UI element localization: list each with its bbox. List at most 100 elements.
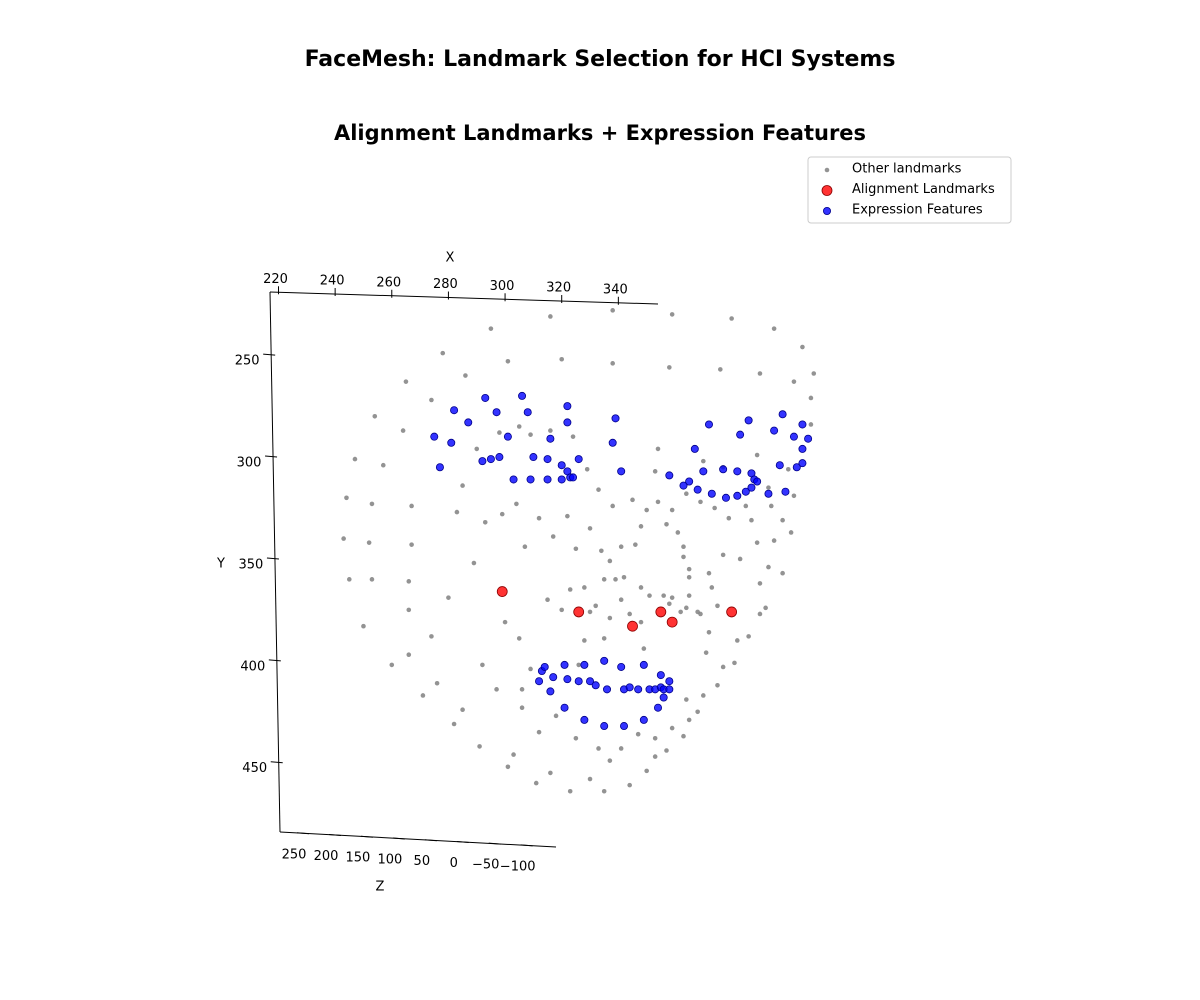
data-point — [729, 316, 734, 321]
data-point — [620, 722, 629, 731]
data-point — [406, 579, 412, 584]
data-point — [389, 662, 395, 668]
data-point — [686, 566, 692, 572]
z-tick — [488, 842, 501, 845]
data-point — [681, 544, 686, 550]
data-point — [627, 782, 632, 788]
data-point — [361, 623, 366, 629]
data-point — [494, 687, 499, 692]
data-point — [478, 457, 487, 466]
data-point — [743, 503, 749, 509]
data-point — [474, 446, 480, 452]
data-point — [434, 680, 440, 686]
data-point — [754, 452, 760, 458]
data-point — [726, 606, 738, 618]
data-point — [808, 422, 814, 427]
data-point — [511, 752, 516, 757]
legend-label: Other landmarks — [852, 162, 962, 177]
data-point — [550, 534, 556, 539]
data-point — [518, 391, 527, 400]
data-point — [781, 487, 790, 496]
data-point — [560, 660, 569, 669]
data-point — [684, 697, 689, 702]
data-point — [546, 434, 555, 443]
data-point — [733, 467, 742, 476]
data-point — [617, 662, 626, 671]
data-point — [505, 358, 511, 364]
data-point — [621, 574, 627, 580]
data-point — [798, 459, 807, 468]
z-tick-label: 150 — [346, 851, 371, 866]
data-point — [497, 430, 502, 435]
data-point — [665, 685, 674, 694]
data-point — [778, 410, 787, 419]
data-point — [681, 733, 686, 739]
data-point — [718, 367, 723, 372]
data-point — [785, 466, 791, 472]
data-point — [667, 601, 672, 607]
data-point — [655, 499, 661, 505]
data-point — [627, 620, 638, 632]
data-point — [644, 507, 649, 513]
y-tick-label: 400 — [240, 659, 265, 674]
data-point — [684, 491, 689, 497]
z-tick-label: 250 — [282, 847, 307, 862]
data-point — [446, 595, 451, 600]
data-point — [580, 660, 589, 669]
data-point — [617, 467, 626, 476]
data-point — [753, 477, 762, 486]
data-point — [737, 556, 743, 562]
data-point — [587, 526, 593, 531]
data-point — [667, 365, 672, 370]
y-tick — [265, 455, 278, 458]
data-point — [563, 418, 572, 427]
data-point — [800, 344, 805, 350]
data-point — [574, 677, 583, 686]
data-point — [454, 509, 460, 515]
x-tick-label: 320 — [546, 281, 571, 296]
data-point — [352, 456, 358, 462]
data-point — [519, 687, 525, 692]
data-point — [406, 607, 412, 613]
data-point — [516, 424, 522, 429]
data-point — [638, 585, 644, 590]
data-point — [607, 558, 613, 564]
data-point — [719, 465, 728, 474]
data-point — [522, 544, 528, 550]
data-point — [369, 501, 375, 507]
data-point — [584, 466, 590, 472]
x-tick-label: 300 — [490, 279, 515, 294]
data-point — [791, 379, 797, 384]
z-tick — [424, 839, 437, 842]
data-point — [341, 536, 346, 541]
data-point — [746, 634, 751, 639]
data-point — [788, 530, 794, 535]
data-point — [678, 609, 683, 615]
data-point — [486, 455, 495, 464]
data-point — [523, 408, 532, 417]
data-point — [726, 515, 732, 521]
data-point — [652, 735, 658, 741]
data-point — [451, 721, 457, 727]
x-tick-label: 260 — [376, 275, 401, 290]
data-point — [450, 406, 459, 415]
data-point — [608, 438, 617, 447]
data-point — [482, 519, 488, 525]
data-point — [704, 420, 713, 429]
data-point — [630, 497, 635, 503]
data-point — [586, 677, 595, 686]
legend-marker — [821, 185, 833, 196]
data-point — [698, 499, 703, 505]
data-point — [685, 477, 694, 486]
data-point — [633, 542, 638, 547]
data-point — [553, 713, 559, 719]
data-point — [791, 493, 797, 499]
data-point — [557, 461, 566, 470]
data-point — [536, 515, 542, 521]
data-point — [573, 735, 579, 741]
data-point — [669, 595, 675, 600]
data-point — [435, 463, 444, 472]
data-point — [664, 522, 669, 527]
data-point — [669, 507, 675, 513]
